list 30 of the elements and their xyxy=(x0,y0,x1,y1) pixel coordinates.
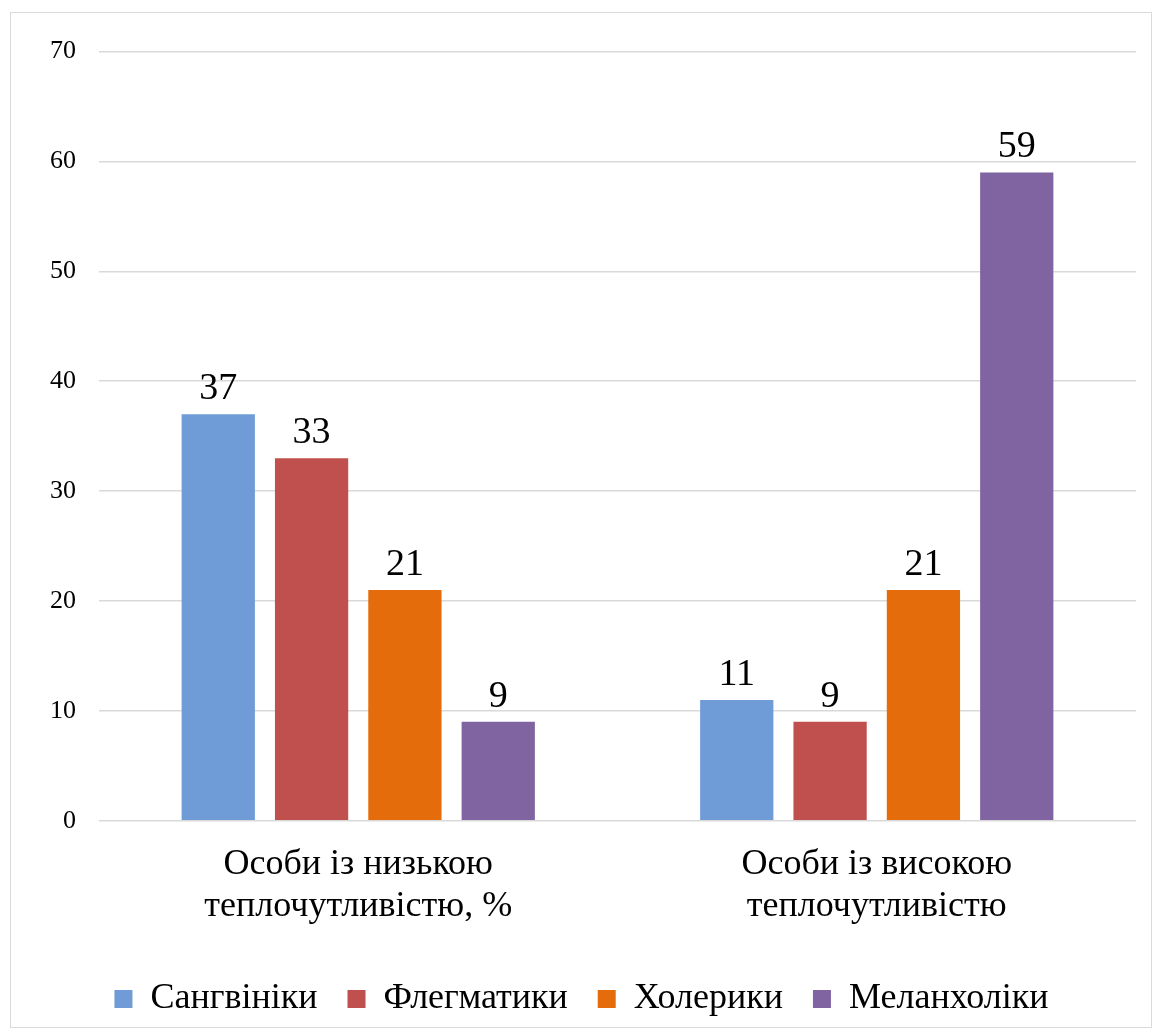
y-tick-label: 20 xyxy=(50,584,76,614)
y-tick-label: 0 xyxy=(63,804,76,834)
y-tick-label: 30 xyxy=(50,474,76,504)
y-tick-label: 10 xyxy=(50,694,76,724)
y-tick-label: 50 xyxy=(50,255,76,285)
bar xyxy=(368,590,442,821)
data-label: 59 xyxy=(997,123,1036,166)
bar xyxy=(700,699,774,821)
y-tick-label: 70 xyxy=(50,35,76,65)
data-label: 9 xyxy=(488,672,508,715)
data-label: 37 xyxy=(199,365,238,408)
x-tick-label: Особи із високою теплочутливістю xyxy=(741,842,1013,925)
bar xyxy=(886,590,961,821)
data-label: 21 xyxy=(904,541,943,583)
data-label: 21 xyxy=(385,541,424,583)
bar xyxy=(793,721,867,821)
bar xyxy=(181,414,255,821)
data-label: 33 xyxy=(292,409,331,452)
y-tick-label: 40 xyxy=(50,365,76,395)
bar xyxy=(980,172,1054,821)
legend-label: Флегматики xyxy=(383,976,568,1017)
legend-label: Холерики xyxy=(633,976,783,1017)
data-label: 11 xyxy=(718,650,756,693)
x-tick-label: Особи із низькою теплочутливістю, % xyxy=(204,842,513,925)
bar xyxy=(274,458,349,821)
bar xyxy=(461,721,535,821)
legend-label: Меланхоліки xyxy=(848,976,1049,1017)
data-label: 9 xyxy=(820,672,840,715)
legend-label: Сангвініки xyxy=(150,976,318,1017)
y-tick-label: 60 xyxy=(50,145,76,175)
